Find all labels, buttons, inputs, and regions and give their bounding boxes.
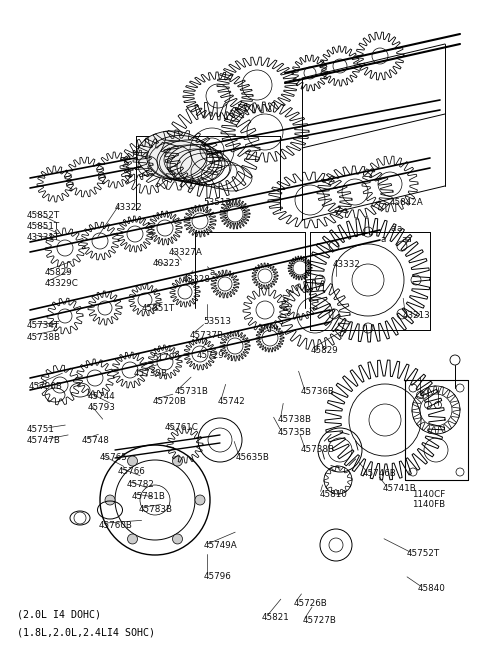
Text: 45731B: 45731B: [174, 387, 208, 396]
Text: (2.0L I4 DOHC): (2.0L I4 DOHC): [17, 609, 101, 619]
Text: 45738B: 45738B: [26, 332, 60, 342]
Text: 45751: 45751: [26, 425, 54, 434]
Text: 45760B: 45760B: [98, 521, 132, 530]
Text: 51703: 51703: [153, 353, 180, 362]
Text: a: a: [396, 224, 402, 233]
Text: 45733B: 45733B: [133, 369, 168, 378]
Text: 45783B: 45783B: [138, 505, 172, 514]
Text: 45737B: 45737B: [190, 331, 224, 340]
Text: (1.8L,2.0L,2.4LI4 SOHC): (1.8L,2.0L,2.4LI4 SOHC): [17, 627, 155, 637]
Text: 45766: 45766: [118, 466, 145, 476]
Circle shape: [128, 456, 137, 466]
Text: 45821: 45821: [262, 613, 289, 622]
Text: 45736B: 45736B: [301, 387, 335, 396]
Text: 45765: 45765: [99, 453, 127, 463]
Text: 45829: 45829: [311, 346, 339, 355]
Text: 45747B: 45747B: [26, 436, 60, 445]
Text: 45851T: 45851T: [142, 304, 175, 313]
Text: 45840: 45840: [418, 584, 445, 593]
Text: 45738B: 45738B: [277, 415, 312, 424]
Text: 43213: 43213: [402, 311, 430, 320]
Text: 45729: 45729: [196, 351, 224, 360]
Circle shape: [172, 456, 182, 466]
Text: 45720B: 45720B: [153, 397, 187, 406]
Circle shape: [195, 495, 205, 505]
Text: 45727B: 45727B: [302, 616, 336, 625]
Text: 45829: 45829: [44, 268, 72, 277]
Text: 45842A: 45842A: [390, 198, 423, 207]
Text: 45748: 45748: [82, 436, 109, 445]
Text: 45796: 45796: [204, 572, 232, 581]
Text: 43331T: 43331T: [26, 233, 60, 242]
Text: 45761C: 45761C: [165, 423, 199, 432]
Text: 45744: 45744: [87, 392, 115, 401]
Text: 45735B: 45735B: [277, 428, 312, 438]
Text: 45793: 45793: [87, 403, 115, 413]
Text: 43327A: 43327A: [169, 248, 203, 258]
Text: 45781B: 45781B: [132, 492, 166, 501]
Text: a: a: [209, 268, 215, 277]
Text: 43322: 43322: [114, 203, 142, 212]
Text: 45790B: 45790B: [29, 382, 63, 391]
Text: 45726B: 45726B: [294, 599, 327, 608]
Text: 45852T: 45852T: [26, 211, 60, 220]
Text: 40323: 40323: [152, 259, 180, 268]
Text: 45742: 45742: [218, 397, 246, 406]
Circle shape: [105, 495, 115, 505]
Text: 45851T: 45851T: [26, 222, 60, 231]
Text: 43328: 43328: [182, 275, 210, 284]
Text: 45741B: 45741B: [383, 484, 417, 493]
Text: 1140FB: 1140FB: [412, 500, 445, 509]
Text: 45782: 45782: [126, 480, 154, 489]
Text: 43332: 43332: [333, 260, 360, 269]
Text: aa: aa: [401, 235, 412, 244]
Circle shape: [128, 534, 137, 544]
Text: a: a: [381, 235, 386, 244]
Text: a: a: [390, 224, 396, 233]
Text: 45810: 45810: [319, 489, 347, 499]
Text: 45746B: 45746B: [362, 468, 396, 478]
Text: 43329C: 43329C: [44, 279, 78, 288]
Text: 45734T: 45734T: [26, 321, 60, 330]
Text: 45738B: 45738B: [301, 445, 335, 454]
Text: 1140CF: 1140CF: [412, 489, 445, 499]
Text: 45749A: 45749A: [204, 541, 238, 551]
Text: 45635B: 45635B: [235, 453, 269, 462]
Text: 53513: 53513: [204, 198, 231, 207]
Text: 45752T: 45752T: [407, 549, 440, 558]
Ellipse shape: [137, 131, 207, 179]
Text: 53513: 53513: [204, 317, 231, 327]
Circle shape: [172, 534, 182, 544]
